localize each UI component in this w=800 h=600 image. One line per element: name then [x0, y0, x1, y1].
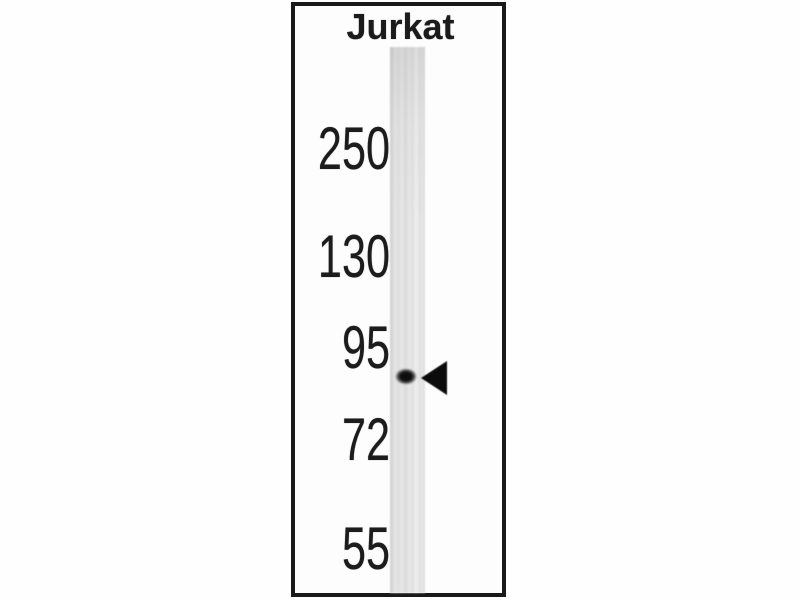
mw-marker-250: 250: [317, 115, 390, 182]
mw-marker-55: 55: [341, 515, 390, 582]
mw-marker-95: 95: [341, 314, 390, 381]
gel-lane: [390, 47, 425, 593]
protein-band: [392, 366, 420, 387]
mw-marker-72: 72: [341, 406, 390, 473]
lane-label: Jurkat: [346, 6, 455, 47]
mw-marker-130: 130: [317, 223, 390, 290]
band-arrow-icon: [421, 361, 447, 395]
